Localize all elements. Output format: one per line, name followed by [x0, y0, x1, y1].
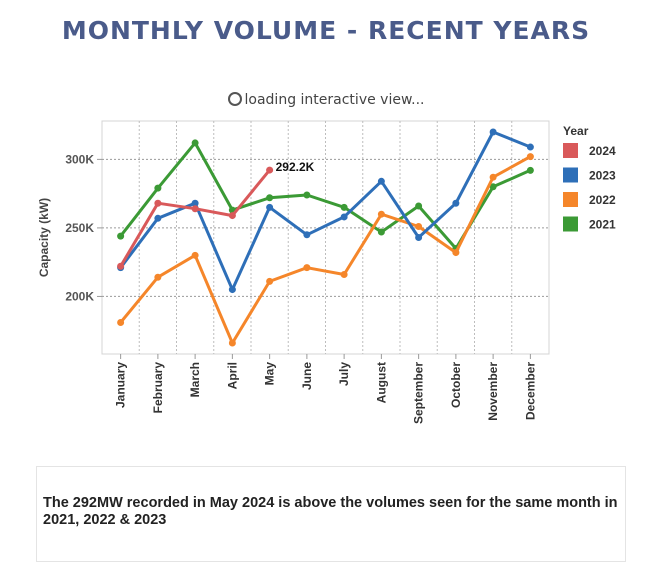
data-point-2023 [526, 143, 534, 151]
loading-text: loading interactive view... [244, 92, 425, 108]
data-point-2022 [191, 251, 199, 259]
data-point-2024 [266, 166, 274, 174]
x-tick-label: October [449, 362, 463, 408]
x-tick-label: September [412, 362, 426, 424]
note-box: The 292MW recorded in May 2024 is above … [36, 466, 626, 562]
data-point-2022 [303, 264, 311, 272]
data-point-2022 [452, 249, 460, 257]
data-point-2024 [154, 199, 162, 207]
y-axis-title: Capacity (kW) [37, 198, 51, 277]
legend-label: 2021 [589, 218, 616, 232]
data-point-2022 [228, 339, 236, 347]
data-point-2021 [117, 232, 125, 240]
data-point-2022 [526, 153, 534, 161]
data-point-2024 [228, 212, 236, 220]
legend-swatch-2022 [563, 192, 578, 207]
data-point-2022 [154, 273, 162, 281]
data-point-2022 [266, 277, 274, 285]
data-point-2022 [377, 210, 385, 218]
data-point-2021 [191, 139, 199, 147]
data-point-2022 [489, 173, 497, 181]
loading-indicator: loading interactive view... [0, 92, 652, 108]
legend-swatch-2024 [563, 143, 578, 158]
x-tick-label: March [188, 362, 202, 397]
data-point-2022 [340, 271, 348, 279]
data-point-2023 [377, 177, 385, 185]
data-point-2021 [340, 203, 348, 211]
y-tick-label: 250K [65, 221, 94, 235]
series-line-2023 [119, 130, 532, 292]
legend-label: 2024 [589, 144, 616, 158]
x-tick-label: April [225, 362, 239, 389]
data-point-2023 [191, 199, 199, 207]
data-point-2023 [228, 286, 236, 294]
data-point-2023 [489, 128, 497, 136]
legend-label: 2022 [589, 193, 616, 207]
data-point-2021 [154, 184, 162, 192]
data-point-2022 [415, 223, 423, 231]
data-point-2021 [526, 166, 534, 174]
note-text: The 292MW recorded in May 2024 is above … [43, 495, 618, 528]
data-point-2023 [452, 199, 460, 207]
data-point-2021 [489, 183, 497, 191]
x-tick-label: February [151, 362, 165, 414]
y-tick-label: 300K [65, 152, 94, 166]
data-point-2021 [266, 194, 274, 202]
x-tick-label: January [114, 362, 128, 408]
legend-swatch-2021 [563, 216, 578, 232]
x-tick-label: June [300, 362, 314, 390]
x-tick-label: December [523, 362, 537, 420]
legend-title: Year [563, 124, 589, 138]
legend-label: 2023 [589, 169, 616, 183]
x-tick-label: November [486, 362, 500, 421]
series-line-2022 [119, 155, 532, 345]
y-tick-label: 200K [65, 289, 94, 303]
data-point-2024 [117, 262, 125, 270]
loading-spinner-icon [227, 92, 242, 106]
data-point-2024 [191, 205, 199, 213]
page-title: MONTHLY VOLUME - RECENT YEARS [61, 16, 591, 45]
line-chart[interactable]: 200K 250K 300K Capacity (kW) January February… [0, 0, 652, 460]
data-point-2021 [415, 202, 423, 210]
data-label: 292.2K [276, 160, 315, 174]
data-point-2023 [266, 203, 274, 211]
data-point-2021 [303, 191, 311, 199]
data-point-2023 [340, 213, 348, 221]
data-point-2023 [154, 214, 162, 222]
data-point-2023 [303, 231, 311, 239]
x-tick-label: July [337, 362, 351, 386]
data-point-2023 [415, 234, 423, 241]
x-tick-label: May [263, 362, 277, 386]
x-tick-label: August [374, 362, 388, 403]
legend-swatch-2023 [563, 167, 578, 183]
data-point-2021 [377, 228, 385, 236]
data-point-2022 [117, 318, 125, 326]
